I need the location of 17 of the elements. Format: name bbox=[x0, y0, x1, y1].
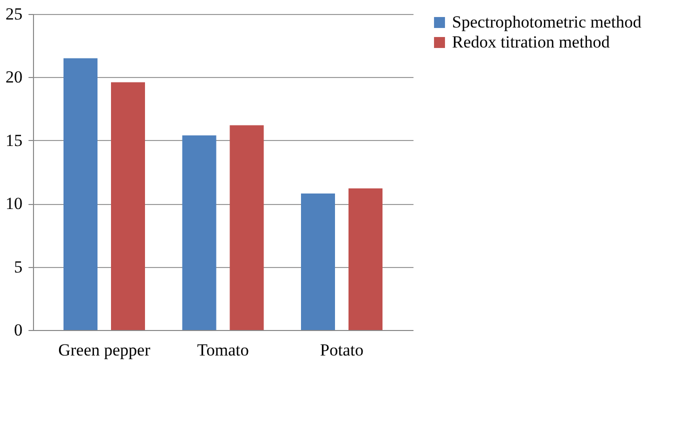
bar bbox=[301, 193, 335, 330]
y-tick-label: 5 bbox=[14, 257, 22, 276]
y-tick-label: 25 bbox=[6, 4, 22, 24]
bar bbox=[230, 125, 264, 330]
y-tick-label: 0 bbox=[14, 320, 22, 340]
bar bbox=[182, 135, 216, 330]
x-tick-label: Green pepper bbox=[58, 340, 151, 360]
bar bbox=[111, 82, 145, 330]
y-tick-label: 20 bbox=[6, 68, 22, 87]
y-tick-label: 10 bbox=[6, 194, 22, 214]
bar bbox=[64, 58, 98, 330]
legend-label: Spectrophotometric method bbox=[452, 12, 642, 32]
x-tick-label: Tomato bbox=[197, 340, 249, 360]
y-tick-label: 15 bbox=[6, 130, 22, 150]
x-tick-label: Potato bbox=[320, 340, 364, 360]
bar bbox=[348, 188, 382, 330]
legend-label: Redox titration method bbox=[452, 32, 610, 52]
